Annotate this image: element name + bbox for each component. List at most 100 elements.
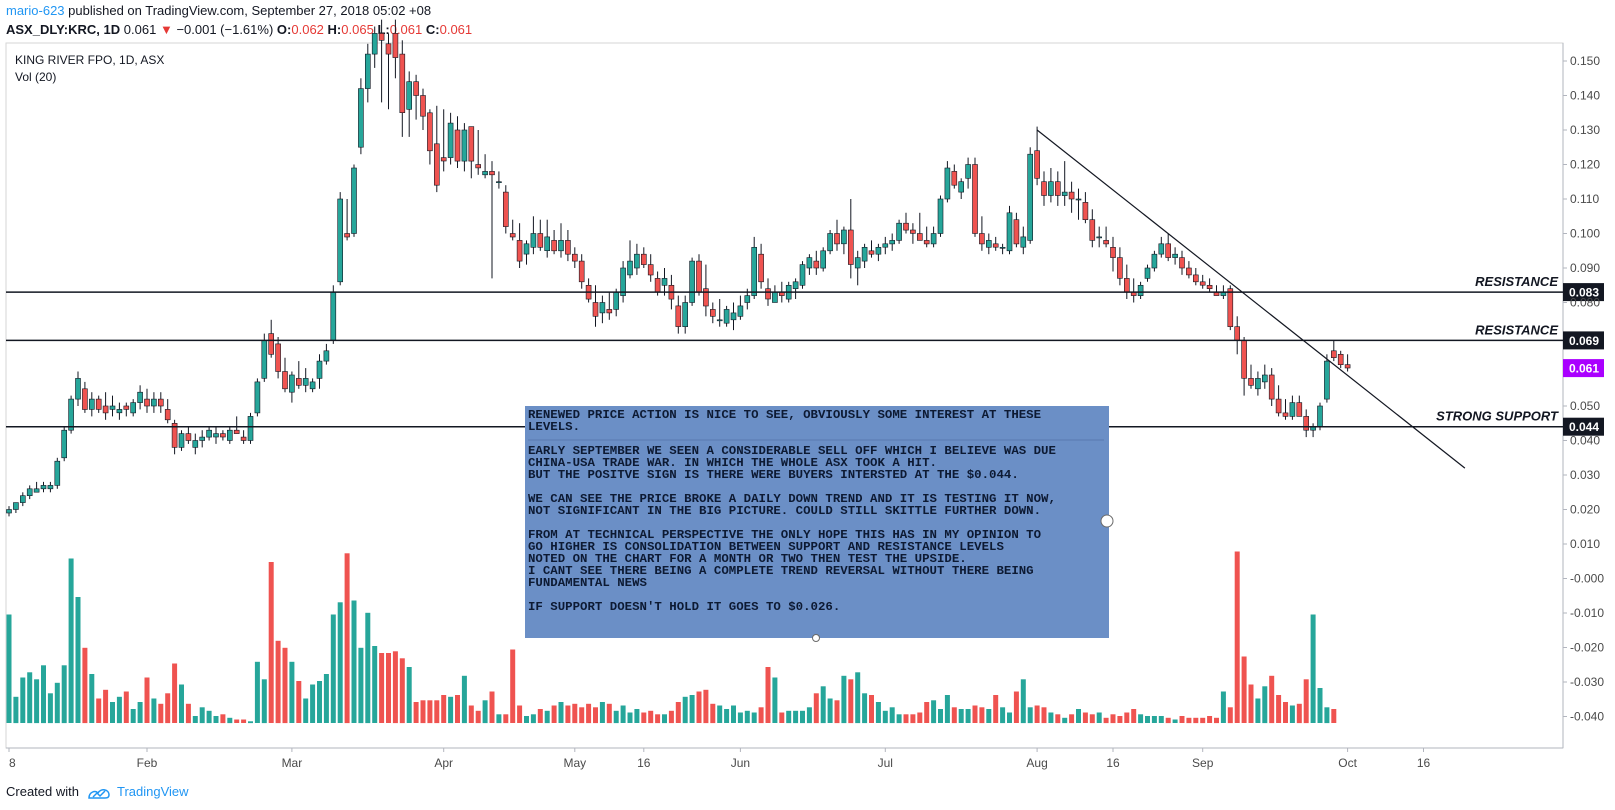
tradingview-link[interactable]: TradingView [116, 784, 189, 799]
volume-bar [234, 719, 240, 723]
candle-body [475, 164, 482, 169]
candle [344, 199, 350, 241]
candle [1034, 126, 1040, 186]
candle-body [530, 233, 537, 248]
text-note[interactable]: RENEWED PRICE ACTION IS NICE TO SEE, OBV… [525, 406, 1114, 642]
volume-bar [206, 710, 212, 724]
candle [185, 426, 192, 444]
volume-bar [192, 716, 198, 723]
volume-bar [420, 700, 426, 724]
note-line: LEVELS. [528, 420, 580, 434]
candle-body [951, 171, 958, 186]
candle-body [1124, 278, 1130, 293]
time-tick-label: 16 [1106, 756, 1120, 770]
candle [220, 430, 226, 441]
candle-body [1151, 253, 1158, 269]
volume-bar [668, 710, 674, 724]
volume-bar [427, 700, 433, 724]
candle [1275, 385, 1282, 417]
candle [1241, 337, 1247, 396]
candle [289, 371, 295, 403]
candle [89, 392, 95, 417]
candle [1103, 226, 1109, 248]
candle-body [689, 260, 695, 303]
volume-bar [461, 675, 467, 724]
candle [392, 19, 399, 79]
time-tick-label: May [563, 756, 586, 770]
candle [847, 199, 854, 279]
volume-bar [586, 703, 592, 724]
candle [19, 492, 26, 507]
candle [164, 399, 171, 424]
candle [737, 295, 744, 320]
volume-bar [503, 714, 509, 724]
candle-body [606, 309, 613, 314]
candle-body [537, 233, 544, 248]
candle-body [282, 371, 288, 390]
price-tick-label: 0.020 [1570, 503, 1600, 517]
price-tick-label: 0.140 [1570, 89, 1600, 103]
candle-body [509, 233, 516, 238]
candle-body [351, 167, 357, 234]
candle [475, 130, 482, 175]
candle-body [772, 291, 778, 303]
candle-body [1041, 181, 1047, 196]
candle-body [275, 343, 281, 372]
note-line: FUNDAMENTAL NEWS [528, 576, 648, 590]
candle-body [171, 422, 178, 448]
candle [937, 195, 944, 237]
volume-bar [620, 705, 626, 723]
volume-bar [786, 710, 792, 724]
candle-body [875, 247, 882, 255]
volume-bar [903, 714, 909, 724]
candle [116, 402, 123, 420]
candle [54, 457, 61, 489]
candle [1144, 264, 1151, 282]
time-tick-label: Sep [1192, 756, 1214, 770]
candle-body [620, 267, 626, 296]
volume-bar [241, 719, 247, 723]
volume-bars [6, 551, 1337, 724]
volume-bar [530, 714, 536, 724]
volume-bar [641, 712, 647, 723]
price-tick-label: 0.080 [1570, 296, 1600, 310]
author-link[interactable]: mario-623 [6, 3, 65, 18]
candle-body [137, 391, 143, 403]
last-price-text: 0.061 [1569, 362, 1599, 376]
note-line: IF SUPPORT DOESN'T HOLD IT GOES TO $0.02… [528, 600, 840, 614]
candle-body [385, 43, 392, 55]
candle-body [1303, 416, 1309, 431]
volume-bar [123, 691, 129, 723]
candle-body [289, 374, 295, 393]
volume-bar [1145, 716, 1150, 723]
volume-bar [399, 658, 405, 724]
candle-body [972, 164, 978, 234]
candle-body [716, 319, 723, 322]
candle [1282, 399, 1289, 420]
candle-body [1082, 202, 1089, 220]
time-tick-label: 16 [637, 756, 651, 770]
candle [1255, 371, 1261, 396]
volume-bar [144, 677, 150, 723]
candle-body [123, 405, 130, 410]
volume-bar [172, 663, 178, 723]
volume-bar [165, 693, 171, 724]
note-anchor-handle [812, 634, 820, 642]
candle [337, 192, 344, 286]
volume-bar [227, 717, 233, 724]
candle [358, 78, 364, 155]
candle-body [861, 247, 868, 262]
volume-bar [137, 702, 143, 723]
volume-bar [1303, 679, 1309, 724]
volume-bar [751, 712, 757, 723]
candle-body [696, 260, 702, 293]
volume-bar [1255, 698, 1261, 723]
candle-body [627, 260, 633, 276]
candle [302, 368, 309, 393]
candle [454, 116, 461, 168]
time-axis: 8 Feb Mar Apr May 16 Jun Jul Aug 16 Sep Oct 16 [8, 748, 1430, 770]
candle-body [820, 250, 827, 269]
candle [427, 109, 433, 165]
candle [295, 361, 302, 389]
